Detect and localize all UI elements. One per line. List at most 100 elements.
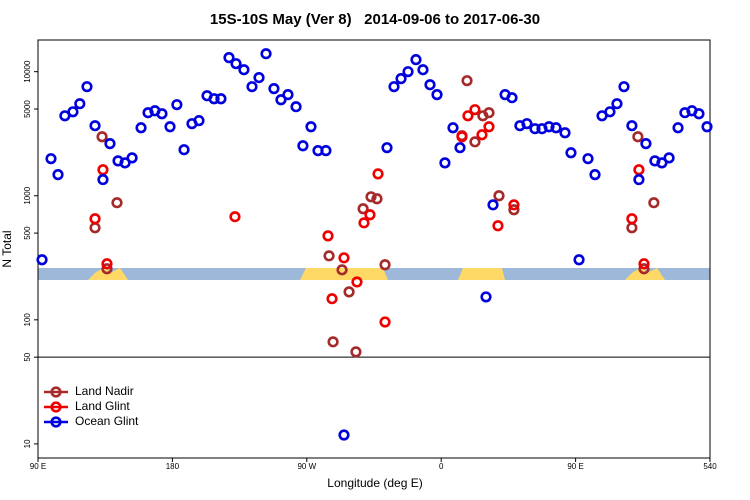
data-point	[604, 106, 616, 118]
data-point	[638, 263, 650, 275]
data-point	[208, 93, 220, 105]
data-point	[573, 254, 585, 266]
legend-marker	[50, 416, 62, 428]
data-point	[126, 152, 138, 164]
data-point	[260, 48, 272, 60]
data-point	[447, 122, 459, 134]
data-point	[508, 204, 520, 216]
data-point	[417, 64, 429, 76]
data-point	[89, 213, 101, 225]
data-point	[343, 286, 355, 298]
plot-frame	[37, 39, 711, 459]
data-point	[506, 92, 518, 104]
data-point	[701, 121, 713, 133]
data-point	[395, 73, 407, 85]
data-point	[633, 164, 645, 176]
data-point	[454, 142, 466, 154]
data-point	[638, 258, 650, 270]
data-point	[618, 81, 630, 93]
data-point	[626, 213, 638, 225]
y-tick-label: 100	[23, 313, 32, 327]
y-tick-label: 1000	[23, 186, 32, 204]
data-point	[45, 153, 57, 165]
data-point	[338, 429, 350, 441]
data-point	[626, 222, 638, 234]
data-point	[268, 83, 280, 95]
data-point	[492, 220, 504, 232]
legend-label: Land Glint	[75, 399, 130, 413]
data-point	[550, 122, 562, 134]
legend-label: Ocean Glint	[75, 414, 139, 428]
data-point	[297, 140, 309, 152]
data-point	[96, 131, 108, 143]
data-point	[119, 157, 131, 169]
data-point	[462, 110, 474, 122]
data-point	[672, 122, 684, 134]
data-point	[327, 336, 339, 348]
data-point	[223, 52, 235, 64]
x-tick-label: 540	[703, 462, 717, 471]
data-point	[357, 203, 369, 215]
data-point	[275, 94, 287, 106]
data-point	[97, 164, 109, 176]
data-point	[323, 250, 335, 262]
land-strip	[458, 268, 505, 280]
data-point	[381, 142, 393, 154]
data-point	[282, 89, 294, 101]
data-point	[322, 230, 334, 242]
data-point	[305, 121, 317, 133]
data-point	[81, 81, 93, 93]
data-point	[487, 199, 499, 211]
data-point	[358, 217, 370, 229]
data-point	[388, 81, 400, 93]
x-tick-label: 180	[166, 462, 180, 471]
data-point	[611, 98, 623, 110]
data-point	[508, 199, 520, 211]
data-point	[626, 120, 638, 132]
data-point	[104, 138, 116, 150]
data-point	[632, 131, 644, 143]
legend-marker	[50, 401, 62, 413]
data-point	[36, 254, 48, 266]
data-point	[230, 58, 242, 70]
data-point	[589, 169, 601, 181]
data-point	[253, 71, 265, 84]
data-point	[582, 153, 594, 165]
data-point	[238, 64, 250, 76]
data-point	[111, 197, 123, 209]
data-point	[476, 129, 488, 141]
data-point	[521, 118, 533, 130]
data-point	[480, 291, 492, 303]
data-point	[89, 120, 101, 132]
legend-marker	[50, 386, 62, 398]
data-point	[543, 121, 555, 133]
data-point	[164, 121, 176, 133]
data-point	[215, 93, 227, 105]
data-point	[372, 168, 384, 180]
data-point	[371, 193, 383, 205]
data-point	[74, 98, 86, 110]
x-tick-label: 90 W	[297, 462, 316, 471]
data-point	[559, 127, 571, 139]
data-point	[379, 316, 391, 328]
data-point	[336, 264, 348, 276]
data-point	[101, 258, 113, 270]
data-point	[565, 147, 577, 159]
data-point	[469, 104, 481, 116]
data-point	[461, 75, 473, 87]
data-point	[410, 54, 422, 66]
data-point	[483, 107, 495, 119]
data-point	[338, 252, 350, 264]
data-point	[365, 191, 377, 203]
data-point	[529, 123, 541, 135]
data-point	[379, 259, 391, 271]
surface-strip	[38, 268, 710, 280]
data-point	[656, 157, 668, 169]
data-point	[493, 190, 505, 202]
y-tick-label: 10000	[23, 60, 32, 83]
data-point	[89, 222, 101, 234]
x-axis-label: Longitude (deg E)	[327, 476, 422, 490]
y-axis-label: N Total	[0, 230, 14, 267]
data-point	[483, 121, 495, 133]
